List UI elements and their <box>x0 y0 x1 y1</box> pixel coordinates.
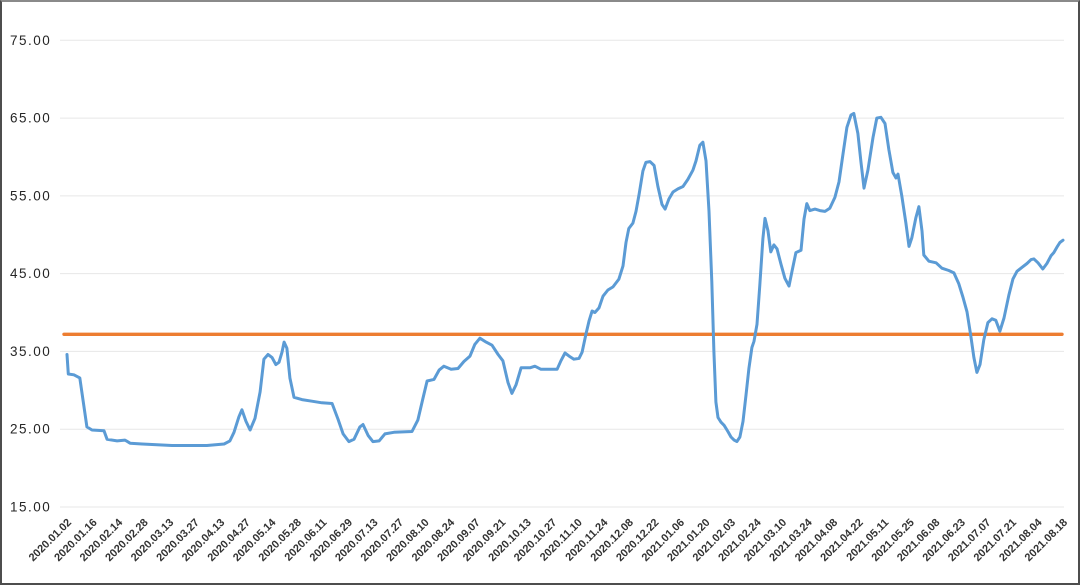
series-line-daily-price <box>65 111 1065 447</box>
plot-series <box>62 111 1065 447</box>
y-tick-label: 25.00 <box>10 422 51 437</box>
x-axis-labels: 2020.01.022020.01.162020.02.142020.02.28… <box>27 516 1070 564</box>
y-tick-label: 75.00 <box>10 33 51 48</box>
y-tick-label: 45.00 <box>10 266 51 281</box>
y-axis-labels: 15.00 25.00 35.00 45.00 55.00 65.00 75.00 <box>10 33 51 515</box>
y-tick-label: 65.00 <box>10 111 51 126</box>
y-tick-label: 15.00 <box>10 499 51 514</box>
y-tick-label: 35.00 <box>10 344 51 359</box>
y-tick-label: 55.00 <box>10 188 51 203</box>
gridlines <box>60 39 1064 508</box>
